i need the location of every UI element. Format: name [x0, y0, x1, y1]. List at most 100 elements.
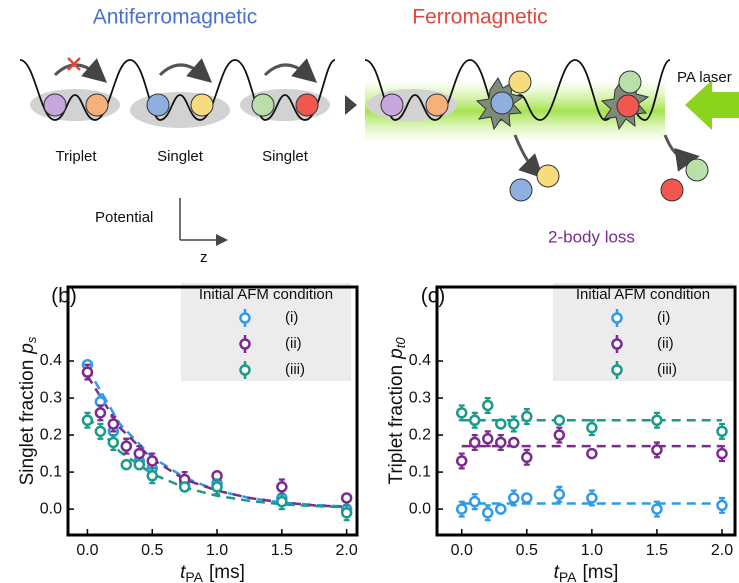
data-point: [455, 503, 468, 515]
data-point: [651, 444, 663, 456]
data-point: [586, 492, 598, 504]
x-tick-label: 0.0: [451, 542, 473, 559]
x-label-symbol: t: [180, 562, 186, 583]
data-point: [276, 481, 288, 493]
plot-frame: [66, 285, 359, 537]
data-point: [495, 503, 507, 515]
x-tick-label: 1.5: [646, 542, 668, 559]
data-point: [586, 447, 598, 460]
x-tick-label: 2.0: [711, 542, 733, 559]
data-point: [482, 507, 494, 519]
legend-marker: [611, 364, 623, 376]
plot-frame: [435, 285, 737, 537]
data-point: [120, 458, 133, 471]
x-tick-label: 1.5: [271, 542, 293, 559]
y-axis-label: Singlet fraction ps: [17, 336, 39, 485]
x-tick-label: 1.0: [206, 542, 228, 559]
x-axis-label: tPA [ms]: [554, 562, 619, 583]
atoms: [43, 70, 709, 202]
well-label: Singlet: [262, 148, 309, 165]
data-point: [716, 499, 728, 512]
x-tick-label: 1.0: [581, 542, 603, 559]
y-tick-label: 0.3: [409, 389, 431, 406]
legend-box: [553, 283, 733, 381]
chart: 0.0 0.5 1.0 1.5 2.0 0.0 0.1 0.2 0.3 0.4 Initial AF…: [17, 283, 359, 583]
y-tick-label: 0.0: [409, 500, 431, 517]
data-point: [146, 455, 158, 467]
data-point: [455, 455, 468, 467]
data-point: [468, 495, 481, 508]
afm-title: Antiferromagnetic: [93, 6, 258, 29]
data-point: [133, 447, 146, 460]
legend-label: (i): [285, 309, 298, 326]
pa-laser-label: PA laser: [677, 69, 732, 86]
y-tick-label: 0.1: [409, 463, 431, 480]
data-point: [94, 407, 107, 419]
legend-label: (ii): [657, 335, 674, 352]
legend-box: [181, 283, 351, 381]
legend-marker: [239, 364, 251, 376]
x-tick-label: 0.5: [516, 542, 538, 559]
data-point: [468, 436, 481, 449]
y-tick-label: 0.1: [40, 463, 62, 480]
legend-marker: [611, 338, 623, 350]
y-axis-label: Triplet fraction pt0: [386, 337, 408, 485]
y-label-subscript: s: [24, 336, 39, 343]
panel-label: (b): [51, 285, 77, 308]
x-tick-label: 2.0: [336, 542, 358, 559]
y-label-symbol: p: [386, 348, 407, 360]
diagram: Antiferromagnetic Ferromagnetic PA laser…: [19, 6, 739, 266]
data-point: [81, 366, 94, 378]
data-point: [508, 492, 520, 504]
data-point: [133, 458, 146, 471]
data-point: [586, 421, 598, 434]
data-point: [553, 414, 566, 427]
data-point: [716, 447, 728, 460]
data-point: [340, 507, 353, 519]
y-tick-label: 0.2: [40, 426, 62, 443]
forbidden-cross: [67, 57, 81, 71]
data-point: [553, 429, 566, 441]
data-point: [508, 418, 520, 430]
data-point: [107, 418, 120, 430]
data-point: [495, 418, 507, 430]
data-point: [146, 470, 158, 482]
data-point: [107, 436, 120, 449]
x-axis-label: tPA [ms]: [180, 562, 245, 583]
data-point: [482, 433, 494, 445]
data-point: [482, 399, 494, 412]
fm-title: Ferromagnetic: [412, 6, 547, 29]
z-label: z: [200, 249, 208, 266]
transition-arrow: [345, 95, 357, 115]
y-label-text: Singlet fraction: [17, 360, 38, 486]
data-point: [651, 503, 663, 515]
chart: 0.0 0.5 1.0 1.5 2.0 0.0 0.1 0.2 0.3 0.4 Initial AF…: [386, 283, 737, 583]
y-tick-label: 0.4: [409, 352, 431, 369]
x-label-symbol: t: [554, 562, 560, 583]
x-label-unit: [ms]: [209, 562, 245, 583]
data-point: [276, 495, 288, 508]
pa-laser-arrow: [685, 80, 739, 130]
well-label: Triplet: [55, 148, 97, 165]
data-point: [81, 414, 94, 427]
x-label-unit: [ms]: [583, 562, 619, 583]
y-tick-label: 0.2: [409, 426, 431, 443]
legend-title: Initial AFM condition: [199, 286, 333, 303]
legend-title: Initial AFM condition: [576, 286, 710, 303]
legend-marker: [239, 312, 251, 324]
data-point: [495, 436, 507, 449]
y-label-text: Triplet fraction: [386, 365, 407, 485]
y-label-subscript: t0: [393, 337, 408, 349]
data-point: [521, 410, 533, 423]
x-label-subscript: PA: [185, 569, 203, 583]
potential-label: Potential: [95, 209, 153, 226]
legend-marker: [239, 338, 251, 350]
legend-label: (i): [657, 309, 670, 326]
legend-label: (iii): [657, 361, 677, 378]
y-tick-label: 0.0: [40, 500, 62, 517]
data-point: [716, 425, 728, 438]
data-point: [468, 414, 481, 427]
well-label: Singlet: [157, 148, 204, 165]
panel-label: (c): [421, 285, 446, 308]
